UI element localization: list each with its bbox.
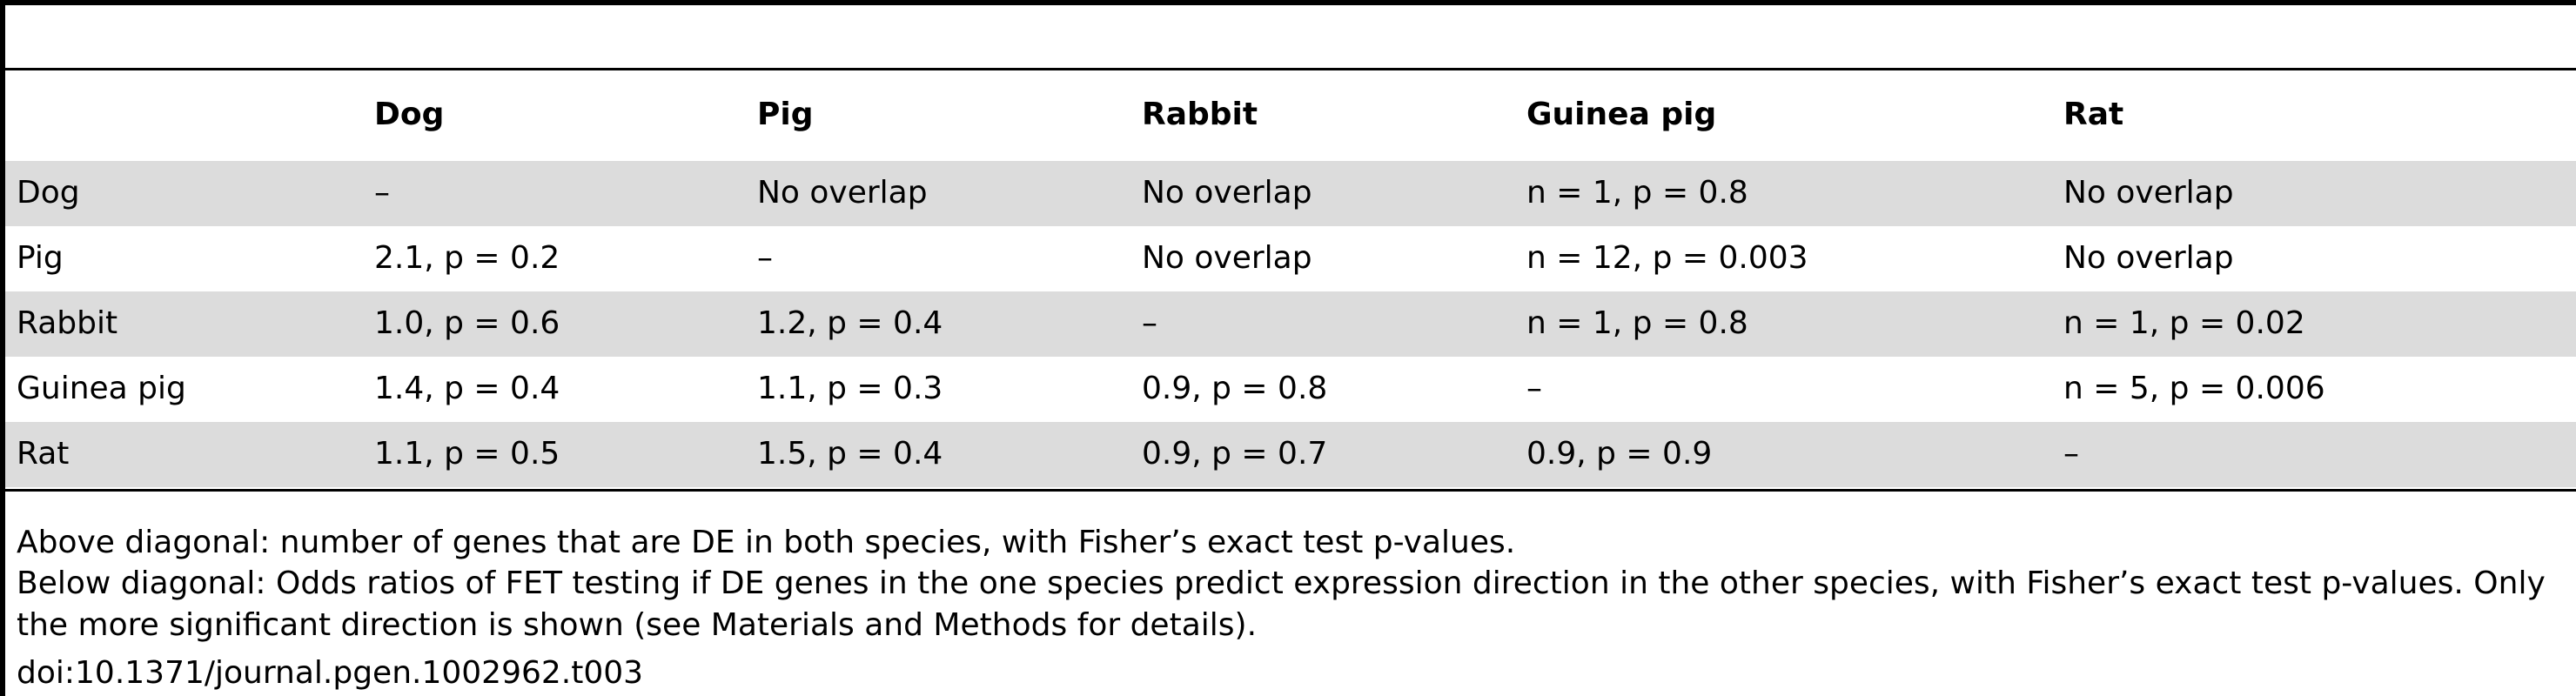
cell: No overlap xyxy=(1142,240,1312,276)
cell: 1.1, p = 0.3 xyxy=(757,371,943,406)
cell: n = 1, p = 0.8 xyxy=(1526,305,1748,341)
cell: 2.1, p = 0.2 xyxy=(374,240,560,276)
left-border xyxy=(0,0,5,696)
column-header: Pig xyxy=(757,97,814,132)
cell: 0.9, p = 0.7 xyxy=(1142,436,1328,472)
cell: n = 1, p = 0.8 xyxy=(1526,175,1748,211)
row-label: Pig xyxy=(17,240,64,276)
row-shade xyxy=(5,422,2576,487)
column-header: Rabbit xyxy=(1142,97,1258,132)
cell: n = 5, p = 0.006 xyxy=(2063,371,2325,406)
row-label: Rabbit xyxy=(17,305,118,341)
cell: n = 12, p = 0.003 xyxy=(1526,240,1808,276)
cell: 1.5, p = 0.4 xyxy=(757,436,943,472)
row-shade xyxy=(5,161,2576,226)
column-header: Guinea pig xyxy=(1526,97,1717,132)
cell: – xyxy=(757,240,773,276)
top-border xyxy=(0,0,2576,5)
row-label: Guinea pig xyxy=(17,371,186,406)
column-header: Dog xyxy=(374,97,445,132)
footnote: Above diagonal: number of genes that are… xyxy=(17,525,1516,560)
cell: 0.9, p = 0.8 xyxy=(1142,371,1328,406)
header-rule xyxy=(5,68,2576,70)
footnote: doi:10.1371/journal.pgen.1002962.t003 xyxy=(17,655,644,691)
cell: – xyxy=(1142,305,1157,341)
cell: 1.0, p = 0.6 xyxy=(374,305,560,341)
cell: No overlap xyxy=(2063,175,2234,211)
cell: 1.1, p = 0.5 xyxy=(374,436,560,472)
footnote: Below diagonal: Odds ratios of FET testi… xyxy=(17,566,2546,643)
cell: – xyxy=(1526,371,1542,406)
cell: – xyxy=(374,175,390,211)
cell: No overlap xyxy=(2063,240,2234,276)
bottom-rule xyxy=(5,489,2576,492)
cell: – xyxy=(2063,436,2079,472)
row-shade xyxy=(5,291,2576,357)
row-label: Rat xyxy=(17,436,70,472)
cell: 0.9, p = 0.9 xyxy=(1526,436,1713,472)
cell: No overlap xyxy=(1142,175,1312,211)
cell: 1.4, p = 0.4 xyxy=(374,371,560,406)
cell: No overlap xyxy=(757,175,928,211)
row-label: Dog xyxy=(17,175,80,211)
cell: 1.2, p = 0.4 xyxy=(757,305,943,341)
column-header: Rat xyxy=(2063,97,2124,132)
cell: n = 1, p = 0.02 xyxy=(2063,305,2305,341)
